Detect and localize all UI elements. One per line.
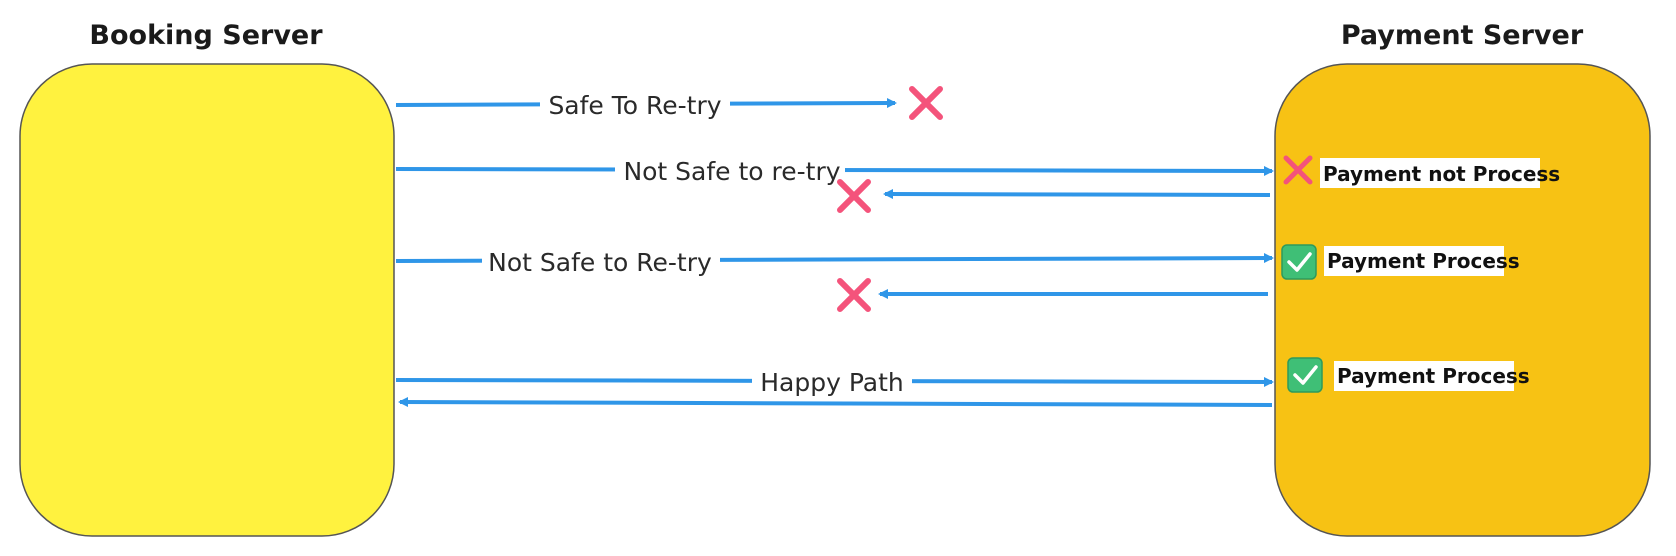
safe-retry-label: Safe To Re-try [548, 91, 721, 120]
status-bg [1334, 361, 1514, 391]
status-bg [1320, 158, 1540, 188]
not-safe-response-arrow [883, 189, 1271, 200]
cross-icon [837, 278, 871, 312]
cross-icon [909, 86, 943, 120]
cross-icon [1283, 155, 1313, 185]
happy-path-response-arrow [398, 397, 1273, 408]
label-bg [482, 245, 720, 279]
payment-not-process-status: Payment not Process [1323, 162, 1560, 186]
booking-server-title: Booking Server [89, 20, 323, 51]
label-bg [615, 153, 845, 187]
payment-server-title: Payment Server [1341, 20, 1584, 51]
label-bg [752, 366, 912, 398]
not-safe-retry-failed-flow: Not Safe to re-try Payment not Process [395, 153, 1560, 213]
label-bg [540, 88, 730, 122]
status-bg [1324, 246, 1504, 276]
check-icon [1287, 357, 1323, 393]
check-icon [1281, 244, 1317, 280]
safe-retry-flow: Safe To Re-try [395, 86, 943, 122]
not-safe-retry-upper-label: Not Safe to Re-try [488, 248, 712, 277]
cross-icon [837, 179, 871, 213]
not-safe-retry-processed-flow: Not Safe to Re-try Payment Process [395, 244, 1520, 312]
booking-server-box[interactable] [19, 63, 395, 537]
payment-process-status: Payment Process [1327, 249, 1520, 273]
happy-path-label: Happy Path [760, 368, 904, 397]
happy-path-flow: Happy Path Payment Process [395, 357, 1530, 408]
payment-server-box[interactable] [1274, 63, 1651, 537]
not-safe-retry-label: Not Safe to re-try [623, 157, 840, 186]
happy-path-payment-status: Payment Process [1337, 364, 1530, 388]
